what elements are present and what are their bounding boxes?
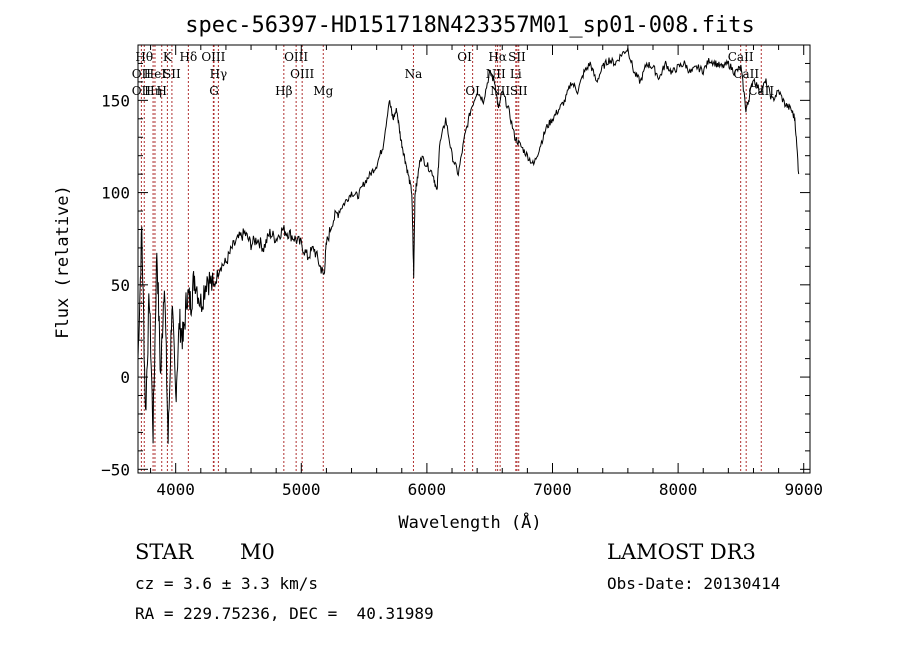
- y-axis-ticks: −50 0 50 100 150: [101, 62, 810, 479]
- line-marker-label: OIII: [290, 67, 314, 81]
- plot-frame: [137, 44, 811, 474]
- line-marker-label: Hγ: [210, 67, 228, 81]
- chart-title: spec-56397-HD151718N423357M01_sp01-008.f…: [185, 13, 755, 38]
- line-marker-label: Hη: [144, 84, 162, 98]
- observation-date: Obs-Date: 20130414: [607, 574, 781, 593]
- line-marker-label: OI: [457, 50, 472, 64]
- line-marker-label: Hα: [488, 50, 507, 64]
- spectrum-series: [137, 47, 800, 444]
- line-marker-label: Na: [405, 67, 423, 81]
- y-axis-label: Flux (relative): [53, 185, 73, 339]
- y-tick-label: −50: [101, 460, 130, 479]
- line-marker-label: CaII: [728, 50, 754, 64]
- x-tick-label: 9000: [784, 480, 823, 499]
- line-marker-label: G: [209, 84, 219, 98]
- x-tick-label: 7000: [533, 480, 572, 499]
- y-tick-label: 0: [120, 368, 130, 387]
- y-tick-label: 50: [111, 276, 130, 295]
- line-marker-label: OII: [132, 84, 152, 98]
- object-class: STAR: [135, 540, 194, 564]
- x-tick-label: 5000: [282, 480, 321, 499]
- x-axis-label: Wavelength (Å): [398, 511, 541, 533]
- survey-name: LAMOST DR3: [607, 540, 756, 564]
- spectral-line-markers: [140, 45, 762, 473]
- redshift-text: cz = 3.6 ± 3.3 km/s: [135, 574, 319, 593]
- line-marker-label: K: [163, 50, 173, 64]
- line-marker-label: Hβ: [275, 84, 292, 98]
- object-subclass: M0: [240, 540, 275, 564]
- x-axis-ticks: 4000 5000 6000 7000 8000 9000: [150, 45, 823, 499]
- line-marker-label: NII: [490, 84, 510, 98]
- line-marker-label: H: [157, 84, 167, 98]
- x-tick-label: 4000: [156, 480, 195, 499]
- line-marker-label: Li: [510, 67, 522, 81]
- line-marker-label: OIII: [284, 50, 308, 64]
- line-marker-label: HeI: [144, 67, 167, 81]
- coordinates-text: RA = 229.75236, DEC = 40.31989: [135, 604, 434, 623]
- line-marker-label: SII: [508, 50, 526, 64]
- line-marker-label: OIII: [201, 50, 225, 64]
- line-marker-label: SII: [510, 84, 528, 98]
- line-marker-label: OII: [132, 67, 152, 81]
- x-tick-label: 8000: [659, 480, 698, 499]
- line-marker-label: SII: [163, 67, 181, 81]
- line-marker-label: Hδ: [180, 50, 198, 64]
- line-marker-label: Hθ: [135, 50, 153, 64]
- y-tick-label: 100: [101, 184, 130, 203]
- x-tick-label: 6000: [408, 480, 447, 499]
- line-marker-label: Mg: [313, 84, 333, 98]
- line-marker-label: CaII: [733, 67, 759, 81]
- y-tick-label: 150: [101, 91, 130, 110]
- line-marker-label: OI: [465, 84, 480, 98]
